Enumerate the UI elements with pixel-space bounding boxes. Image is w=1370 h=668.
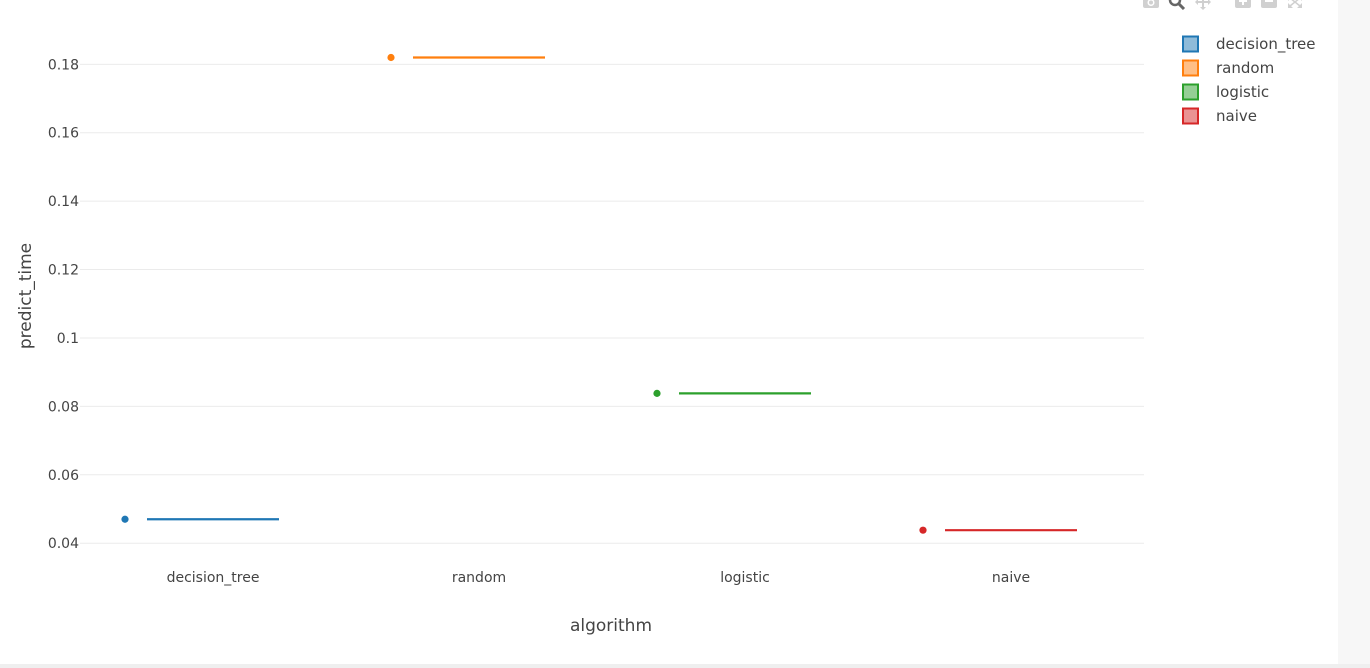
legend-swatch <box>1182 59 1199 77</box>
y-tick-labels: 0.04 0.06 0.08 0.1 0.12 0.14 0.16 0.18 <box>48 57 79 552</box>
x-tick-label: naive <box>992 570 1030 586</box>
data-point[interactable] <box>121 515 129 523</box>
legend-item-decision_tree[interactable]: decision_tree <box>1182 35 1316 54</box>
x-axis-title: algorithm <box>570 616 652 636</box>
x-tick-labels: decision_tree random logistic naive <box>167 570 1031 586</box>
y-tick-label: 0.04 <box>48 536 79 552</box>
box-logistic[interactable] <box>653 389 811 397</box>
legend-label: random <box>1216 59 1274 77</box>
data-point[interactable] <box>387 53 395 62</box>
legend-label: logistic <box>1216 83 1269 101</box>
zoom-in-icon[interactable] <box>1230 0 1256 12</box>
pan-icon[interactable] <box>1190 0 1216 12</box>
box-random[interactable] <box>387 53 545 62</box>
y-tick-label: 0.14 <box>48 194 79 210</box>
legend-item-logistic[interactable]: logistic <box>1182 83 1269 101</box>
box-decision_tree[interactable] <box>121 515 279 523</box>
bottom-border <box>0 664 1370 668</box>
modebar <box>1138 0 1308 12</box>
y-tick-label: 0.06 <box>48 468 79 484</box>
zoom-out-icon[interactable] <box>1256 0 1282 12</box>
autoscale-icon[interactable] <box>1282 0 1308 12</box>
x-tick-label: logistic <box>720 570 770 586</box>
gridlines <box>80 63 1144 544</box>
zoom-icon[interactable] <box>1164 0 1190 12</box>
y-axis-title: predict_time <box>16 243 36 349</box>
y-tick-label: 0.08 <box>48 399 79 415</box>
legend-label: decision_tree <box>1216 35 1316 54</box>
legend-item-random[interactable]: random <box>1182 59 1274 77</box>
legend-swatch <box>1182 107 1199 125</box>
y-tick-label: 0.12 <box>48 263 79 279</box>
y-tick-label: 0.18 <box>48 57 79 73</box>
legend-swatch <box>1182 83 1199 101</box>
x-tick-label: decision_tree <box>167 570 260 586</box>
legend-label: naive <box>1216 107 1257 125</box>
scrollbar-track <box>1338 0 1370 668</box>
legend-item-naive[interactable]: naive <box>1182 107 1257 125</box>
box-naive[interactable] <box>919 526 1077 534</box>
modebar-spacer <box>1216 0 1230 12</box>
x-tick-label: random <box>452 570 506 586</box>
y-tick-label: 0.1 <box>57 331 79 347</box>
data-point[interactable] <box>919 526 927 534</box>
legend-swatch <box>1182 35 1199 53</box>
camera-icon[interactable] <box>1138 0 1164 12</box>
data-point[interactable] <box>653 389 661 397</box>
box-marks[interactable] <box>121 53 1077 534</box>
y-tick-label: 0.16 <box>48 126 79 142</box>
